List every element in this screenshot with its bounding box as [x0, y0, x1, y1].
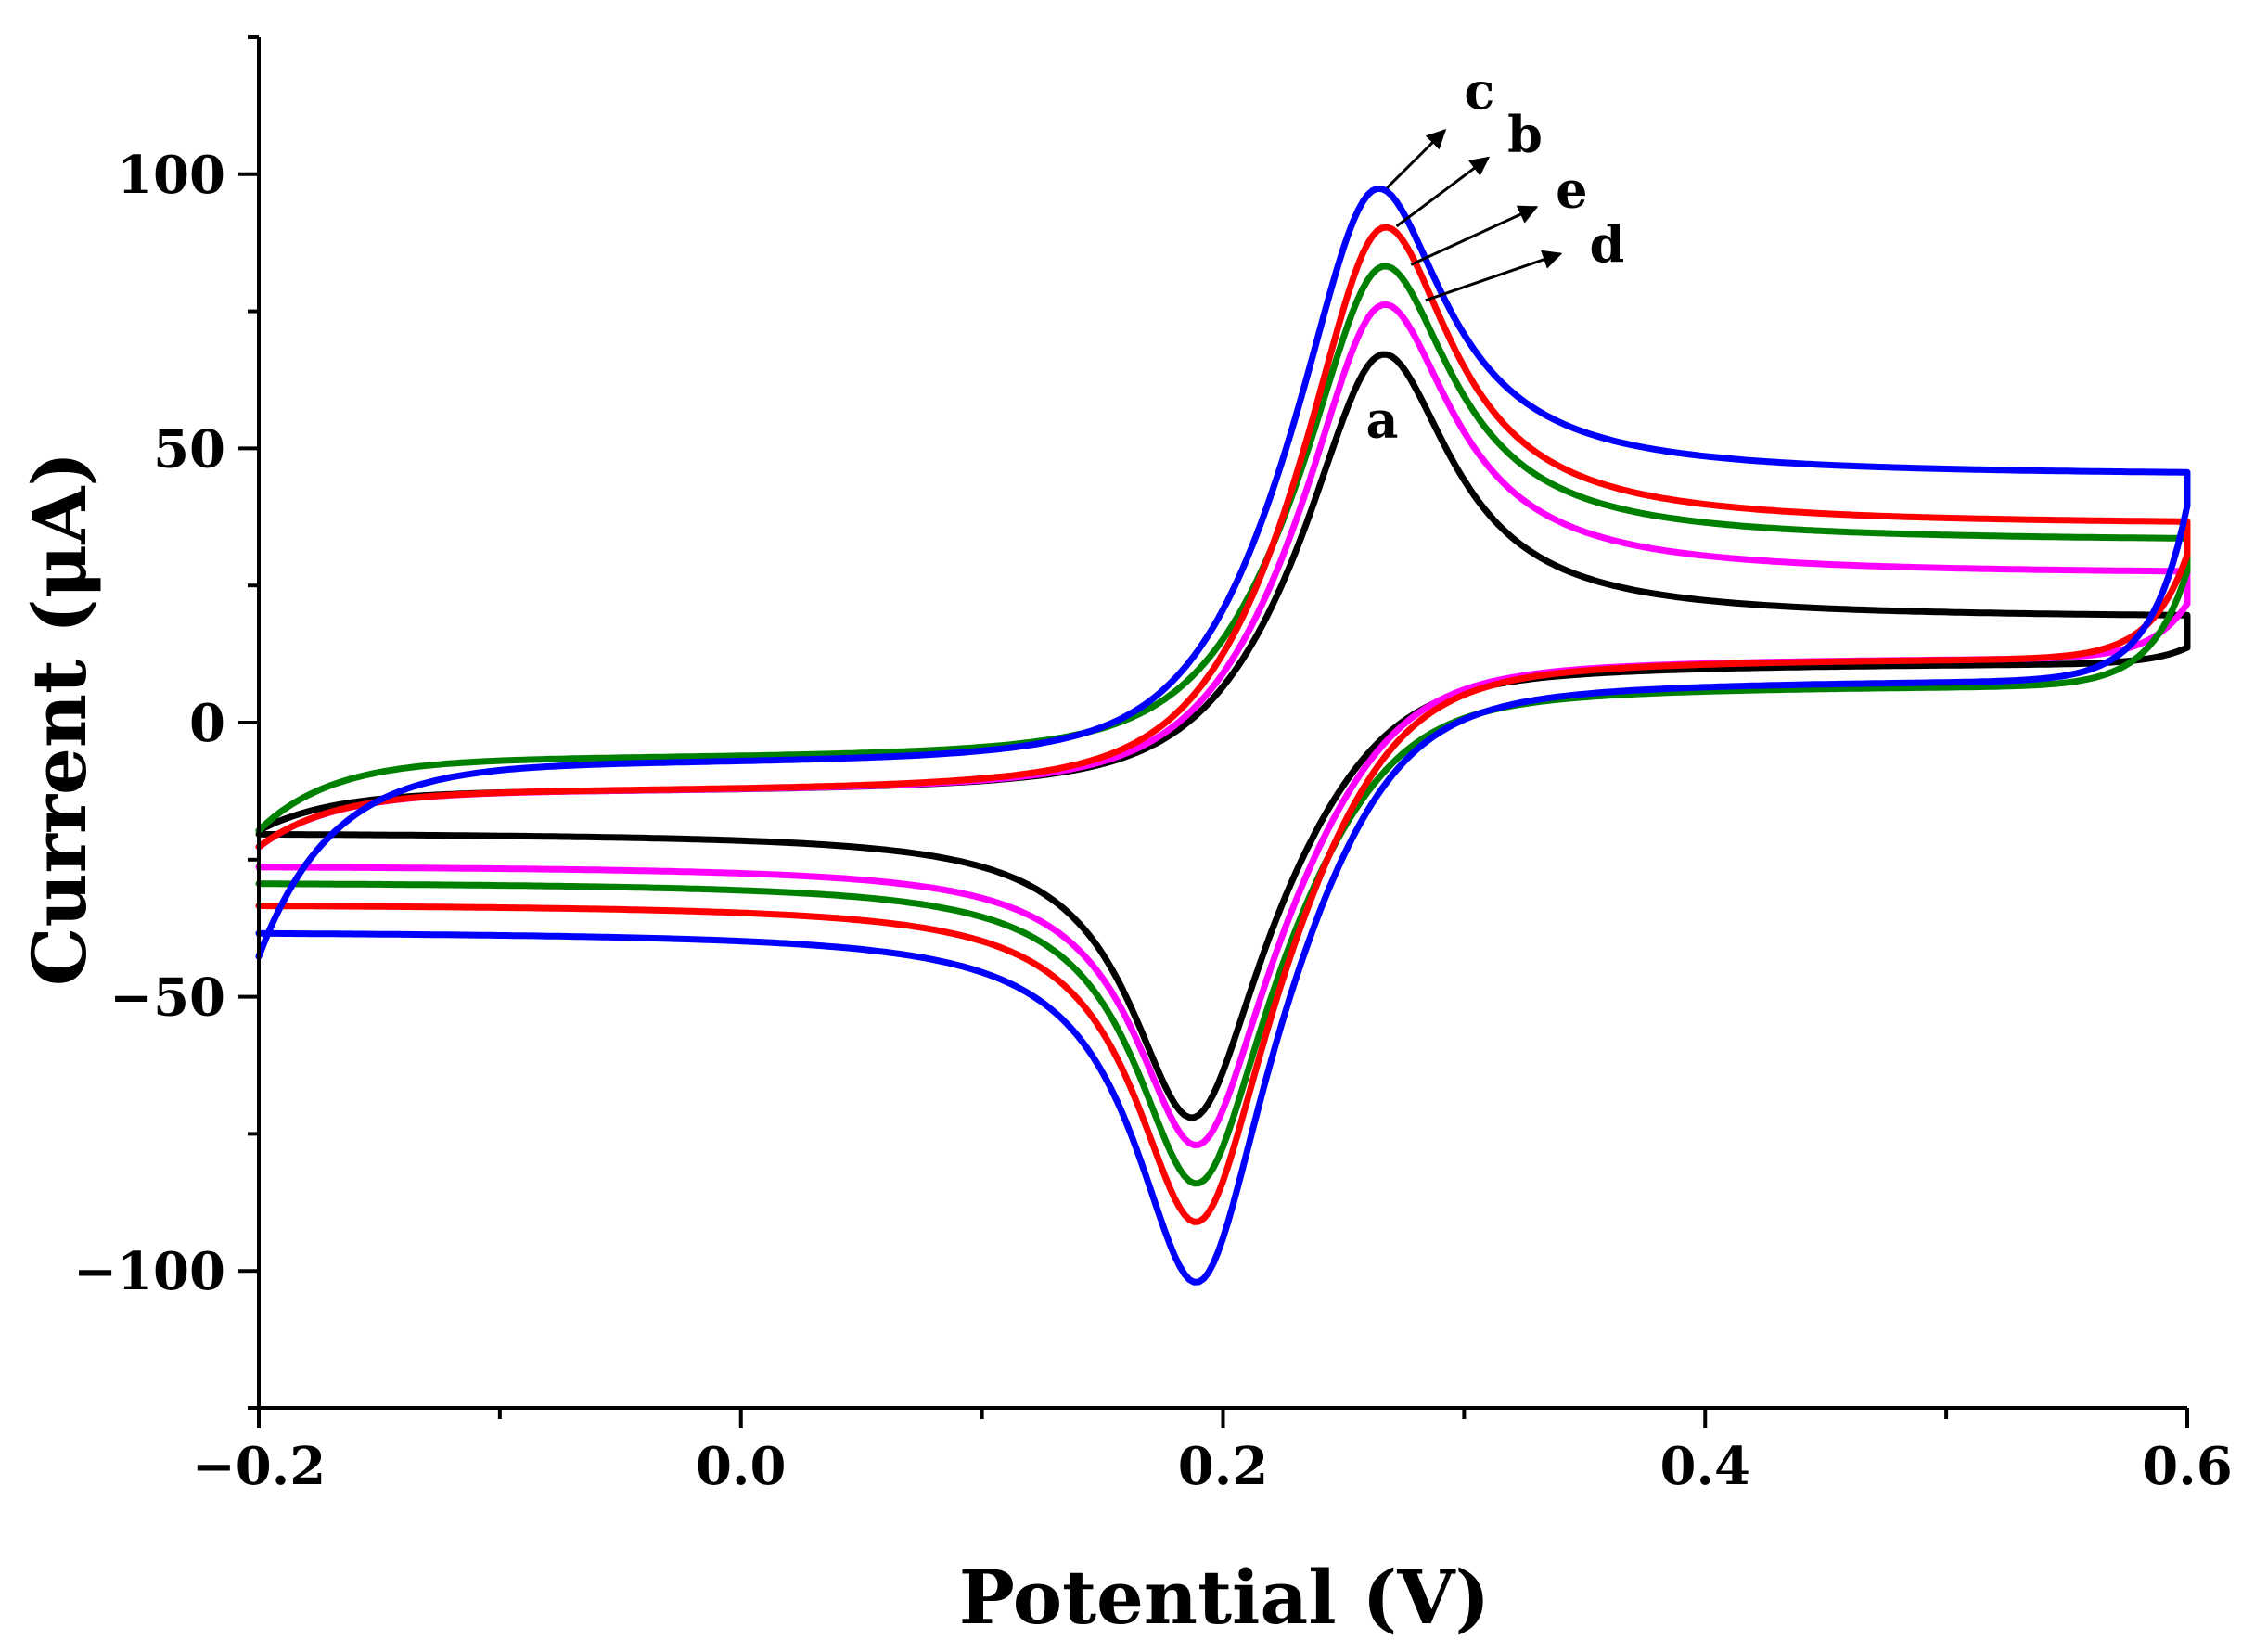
label-c: c — [1464, 61, 1494, 121]
curve-group — [255, 185, 2191, 1286]
label-a: a — [1366, 391, 1399, 450]
series-d-curve — [255, 301, 2191, 1148]
y-tick-label: 100 — [117, 145, 225, 206]
y-tick-label: 0 — [189, 693, 225, 754]
arrow-d — [1425, 250, 1563, 302]
y-tick-label: −50 — [109, 967, 225, 1029]
x-tick-label: 0.2 — [1178, 1436, 1268, 1497]
label-e: e — [1556, 160, 1587, 219]
y-tick-label: 50 — [153, 418, 225, 480]
x-tick-label: 0.6 — [2142, 1436, 2232, 1497]
label-b: b — [1507, 105, 1543, 164]
x-tick-label: 0.0 — [696, 1436, 786, 1497]
arrow-c — [1386, 129, 1447, 189]
label-d: d — [1590, 214, 1625, 274]
series-e-curve — [255, 263, 2191, 1187]
series-b-curve — [255, 224, 2191, 1225]
x-axis-title: Potential (V) — [959, 1554, 1491, 1641]
arrow-b — [1395, 156, 1491, 228]
series-c-curve — [255, 185, 2191, 1286]
x-tick-label: 0.4 — [1660, 1436, 1750, 1497]
y-axis-title: Current (μA) — [16, 452, 103, 986]
arrow-e — [1410, 205, 1539, 266]
axes-group: −0.2 0.0 0.2 0.4 0.6 −100 −50 0 50 100 — [73, 35, 2233, 1497]
y-tick-label: −100 — [73, 1241, 225, 1302]
x-tick-label: −0.2 — [192, 1436, 326, 1497]
